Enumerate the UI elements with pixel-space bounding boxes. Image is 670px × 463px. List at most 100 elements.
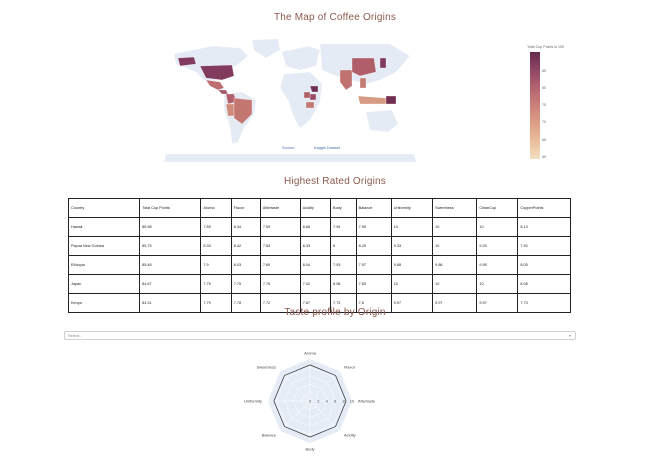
radar-axis-label: Acidity	[344, 432, 356, 437]
radar-tick-label: 8	[342, 399, 345, 404]
region-kenya	[309, 93, 317, 101]
table-row: Japan 84.67 7.75 7.75 7.75 7.42 8.08 7.83 10 10 10…	[67, 274, 571, 294]
region-uganda	[303, 91, 311, 99]
table-cell: 8.08	[330, 274, 357, 294]
table-cell: 7.75	[259, 274, 301, 294]
column-header[interactable]: Country	[67, 198, 141, 218]
table-cell: 7.83	[355, 274, 392, 294]
table-cell: 9.95	[476, 255, 519, 275]
table-cell: 85.75	[139, 236, 202, 256]
radar-tick-label: 4	[326, 399, 329, 404]
table-cell: 9.33	[476, 236, 519, 256]
table-cell: 7.59	[259, 217, 301, 237]
table-cell: 7.95	[355, 217, 392, 237]
coffee-origins-map[interactable]	[160, 36, 420, 164]
table-cell: 85.98	[139, 217, 202, 237]
column-header[interactable]: Balance	[355, 198, 392, 218]
table-cell: 8.66	[299, 217, 332, 237]
region-brazil	[233, 97, 253, 125]
table-row: Papua New Guinea 85.75 8.33 8.42 7.83 8.33 8 8.…	[67, 236, 571, 256]
table-cell: 8.05	[517, 255, 571, 275]
region-ethiopia	[309, 85, 319, 93]
land-antarctica	[163, 153, 417, 163]
table-cell: 7.89	[259, 255, 301, 275]
table-cell: 10	[476, 217, 519, 237]
colorbar-tick: 80	[542, 86, 546, 90]
table-row: Ethiopia 85.48 7.9 8.03 7.89 8.04 7.93 7.97 9.88…	[67, 255, 571, 275]
column-header[interactable]: Uniformity	[390, 198, 434, 218]
table-cell: 7.42	[299, 274, 332, 294]
colorbar-tick: 65	[542, 138, 546, 142]
radar-spoke	[280, 371, 311, 402]
column-header[interactable]: Sweetness	[432, 198, 478, 218]
colorbar-tick: 60	[542, 155, 546, 159]
table-cell: 7.87	[299, 293, 332, 313]
taste-radar-chart[interactable]: Aroma Flavor Aftertaste Acidity Body Balance U…	[240, 345, 380, 457]
colorbar-tick: 70	[542, 120, 546, 124]
column-header[interactable]: Total Cup Points	[139, 198, 202, 218]
region-indonesia	[357, 95, 387, 105]
origin-select[interactable]: Select... ▾	[64, 331, 576, 340]
world-choropleth[interactable]	[160, 36, 420, 164]
table-cell: 7.75	[230, 274, 261, 294]
table-cell: 84.31	[139, 293, 202, 313]
radar-axis-label: Aftertaste	[358, 399, 376, 404]
radar-axis-label: Balance	[262, 432, 277, 437]
table-cell: 10	[432, 236, 478, 256]
table-cell: 8.03	[230, 255, 261, 275]
region-hawaii	[177, 56, 197, 67]
table-cell: Ethiopia	[67, 255, 141, 275]
land-australia	[365, 109, 399, 133]
table-cell: 10	[390, 274, 434, 294]
chevron-down-icon[interactable]: ▾	[568, 333, 571, 338]
radar-axis-label: Flavor	[344, 365, 356, 370]
table-cell: 10	[432, 217, 478, 237]
table-cell: 8.25	[355, 236, 392, 256]
column-header[interactable]: CleanCup	[476, 198, 519, 218]
table-row: Kenya 84.31 7.79 7.78 7.72 7.87 7.73 7.8 9.97 9.9…	[67, 293, 571, 313]
region-papua-new-guinea	[385, 95, 397, 105]
radar-spoke	[309, 371, 340, 402]
table-cell: 10	[390, 217, 434, 237]
colorbar	[530, 52, 540, 159]
column-header[interactable]: Flavor	[230, 198, 261, 218]
table-body: Hawaii 85.98 7.89 8.34 7.59 8.66 7.94 7.95 10 10 1…	[67, 217, 571, 313]
table-cell: 8.34	[230, 217, 261, 237]
table-cell: 10	[476, 274, 519, 294]
table-cell: 8.42	[230, 236, 261, 256]
table-cell: Japan	[67, 274, 141, 294]
column-header[interactable]: Aroma	[200, 198, 232, 218]
region-tanzania	[305, 101, 315, 109]
table-cell: 84.67	[139, 274, 202, 294]
table-cell: 8	[330, 236, 357, 256]
radar-tick-label: 10	[350, 399, 355, 404]
table-cell: 8.33	[200, 236, 232, 256]
table-cell: Hawaii	[67, 217, 141, 237]
table-cell: 9.97	[432, 293, 478, 313]
colorbar-title: Total Cup Points in 100	[527, 45, 564, 49]
column-header[interactable]: Aftertaste	[259, 198, 301, 218]
table-cell: 7.75	[200, 274, 232, 294]
table-cell: 85.48	[139, 255, 202, 275]
table-cell: Papua New Guinea	[67, 236, 141, 256]
column-header[interactable]: Body	[330, 198, 357, 218]
colorbar-tick: 75	[542, 103, 546, 107]
table-cell: 7.89	[200, 217, 232, 237]
table-cell: 10	[432, 274, 478, 294]
table-cell: 8.04	[299, 255, 332, 275]
highest-rated-table: Country Total Cup Points Aroma Flavor Af…	[67, 198, 571, 313]
radar-axis-label: Body	[305, 447, 314, 452]
radar-tick-label: 0	[309, 399, 312, 404]
table-cell: 9.33	[390, 236, 434, 256]
table-cell: 9.88	[390, 255, 434, 275]
taste-title: Taste profile by Origin	[284, 307, 386, 318]
column-header[interactable]: CupperPoints	[517, 198, 571, 218]
land-greenland	[251, 38, 281, 59]
select-placeholder: Select...	[68, 333, 83, 338]
radar-axis-label: Uniformity	[244, 399, 262, 404]
column-header[interactable]: Acidity	[299, 198, 332, 218]
kaggle-dataset-link[interactable]: Kaggle Dataset	[314, 146, 340, 150]
radar-series-line	[273, 364, 347, 438]
region-thailand	[359, 77, 367, 89]
table-cell: 7.94	[330, 217, 357, 237]
